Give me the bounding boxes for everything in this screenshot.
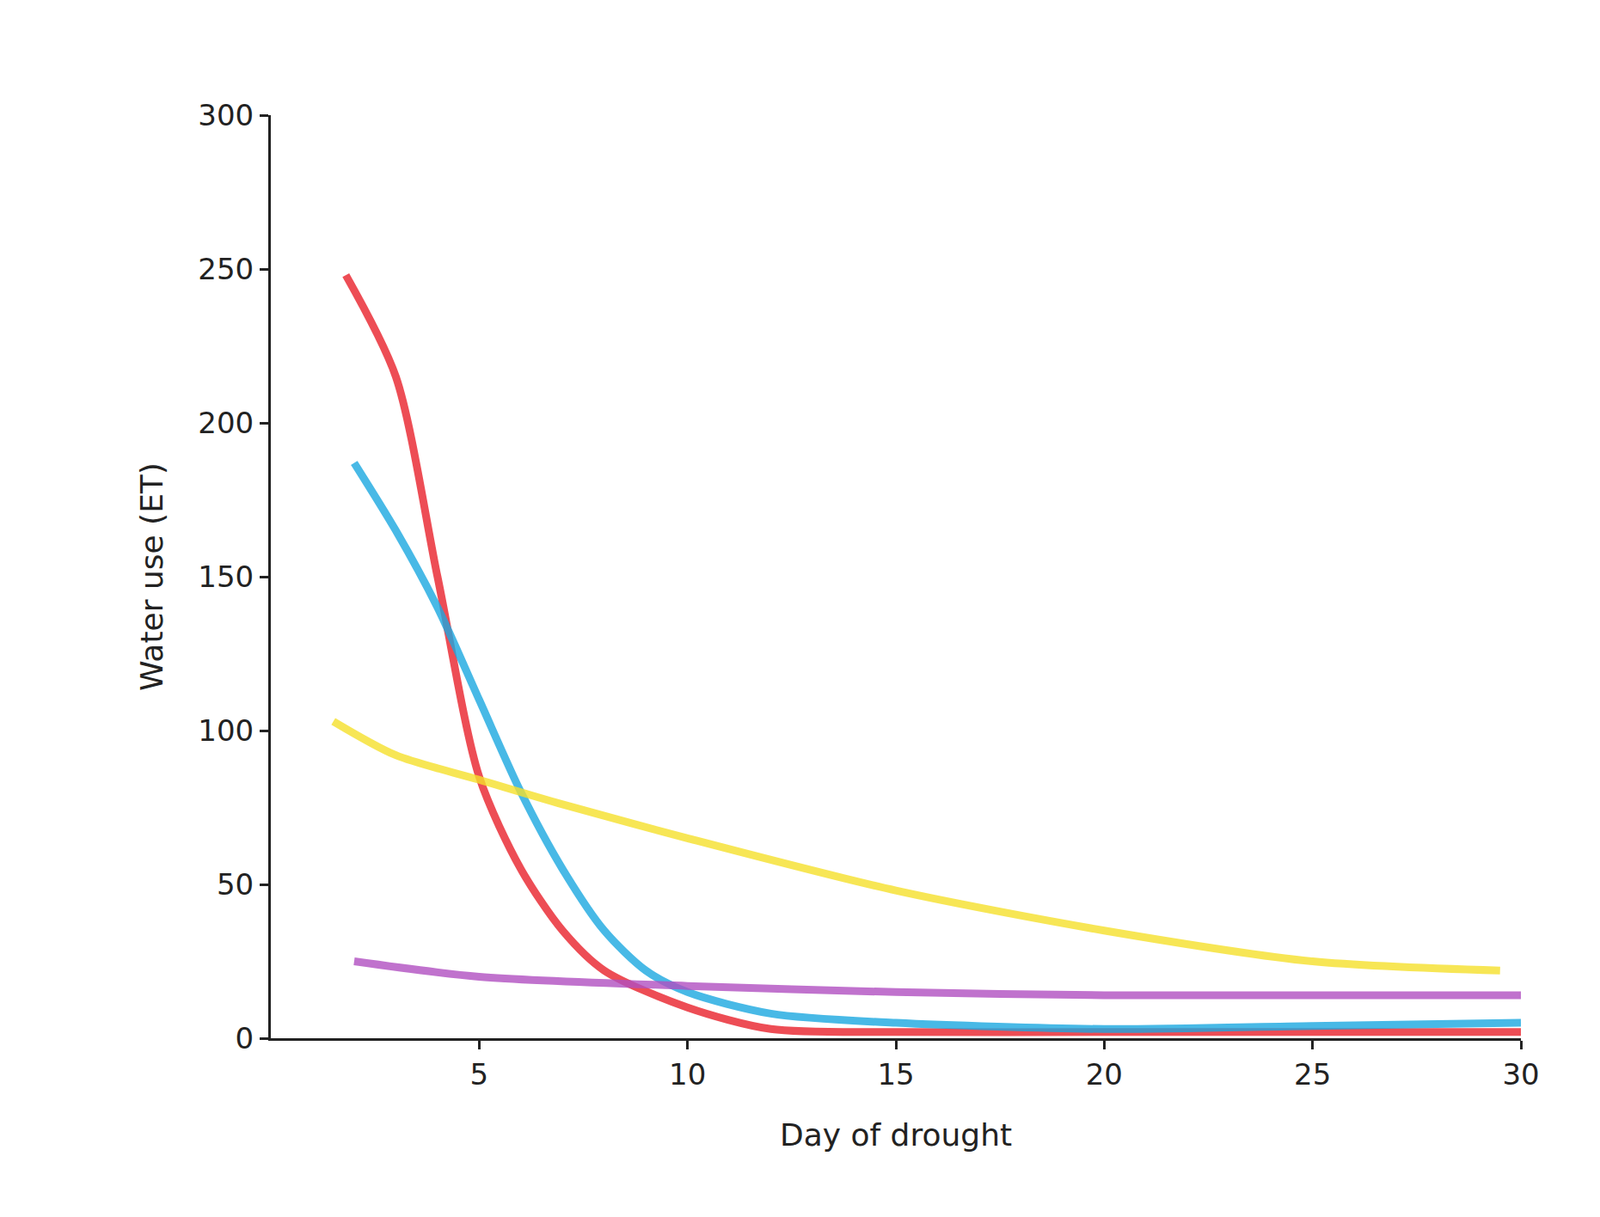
svg-text:150: 150 <box>197 559 254 595</box>
svg-text:300: 300 <box>197 98 254 133</box>
svg-text:250: 250 <box>197 251 254 287</box>
svg-text:20: 20 <box>1085 1057 1123 1092</box>
svg-text:Day of drought: Day of drought <box>779 1117 1012 1153</box>
svg-text:30: 30 <box>1501 1057 1539 1092</box>
svg-text:Water use (ET): Water use (ET) <box>134 462 170 692</box>
svg-text:200: 200 <box>197 405 254 441</box>
svg-text:5: 5 <box>470 1057 490 1092</box>
svg-text:10: 10 <box>668 1057 706 1092</box>
svg-text:15: 15 <box>876 1057 914 1092</box>
svg-text:25: 25 <box>1293 1057 1331 1092</box>
svg-text:50: 50 <box>216 867 254 902</box>
svg-text:0: 0 <box>235 1021 255 1056</box>
svg-text:100: 100 <box>197 713 254 748</box>
